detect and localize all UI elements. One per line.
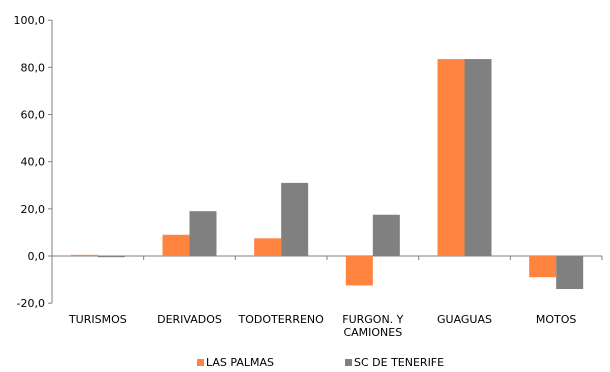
y-tick-label: 100,0 — [14, 14, 46, 27]
bar-sc-de-tenerife — [97, 256, 125, 258]
y-tick-label: 40,0 — [21, 156, 46, 169]
bar-las-palmas — [70, 254, 98, 256]
legend-label: SC DE TENERIFE — [354, 356, 444, 369]
legend: LAS PALMAS SC DE TENERIFE — [197, 356, 444, 369]
x-tick-label: TODOTERRENO — [238, 313, 325, 326]
x-tick-label: GUAGUAS — [437, 313, 492, 326]
x-tick-label: TURISMOS — [68, 313, 127, 326]
legend-swatch — [345, 359, 352, 366]
x-axis: TURISMOS DERIVADOS TODOTERRENO FURGON. Y CAM… — [51, 255, 603, 339]
y-tick-label: 20,0 — [21, 203, 46, 216]
y-tick-label: 0,0 — [28, 250, 46, 263]
x-tick-label: DERIVADOS — [157, 313, 222, 326]
legend-label: LAS PALMAS — [206, 356, 274, 369]
bar-las-palmas — [529, 256, 557, 278]
y-tick-label: 80,0 — [21, 61, 46, 74]
bar-sc-de-tenerife — [556, 256, 584, 290]
bars — [70, 59, 584, 290]
y-axis: -20,0 0,0 20,0 40,0 60,0 80,0 100,0 — [14, 14, 53, 310]
bar-sc-de-tenerife — [372, 214, 400, 256]
legend-swatch — [197, 359, 204, 366]
bar-las-palmas — [345, 256, 373, 286]
bar-las-palmas — [162, 234, 190, 256]
bar-las-palmas — [437, 59, 465, 257]
bar-sc-de-tenerife — [464, 59, 492, 257]
x-tick-label: MOTOS — [536, 313, 577, 326]
bar-sc-de-tenerife — [189, 211, 217, 256]
x-tick-label: FURGON. Y CAMIONES — [342, 313, 403, 339]
bar-las-palmas — [254, 238, 282, 256]
y-tick-label: -20,0 — [17, 297, 45, 310]
y-tick-label: 60,0 — [21, 109, 46, 122]
bar-sc-de-tenerife — [281, 182, 309, 256]
